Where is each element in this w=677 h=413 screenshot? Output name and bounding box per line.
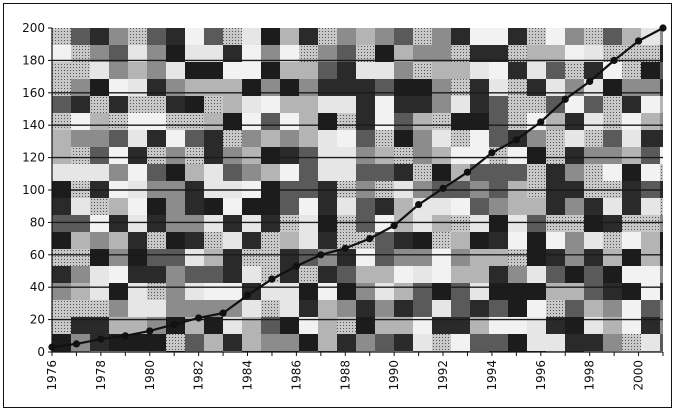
data-point [610,56,618,64]
y-tick-label: 0 [37,345,45,359]
data-point [586,77,594,86]
data-point [537,118,545,126]
x-axis-ticks: 1976 1978 1980 1982 1984 1986 1988 1990 1992 1994… [45,352,664,391]
y-tick-label: 80 [30,215,45,229]
data-point [121,332,129,340]
y-tick-label: 160 [22,86,45,100]
x-tick-label: 1976 [45,360,59,391]
x-tick-label: 1980 [143,360,157,391]
x-tick-label: 1996 [534,360,548,391]
y-tick-label: 20 [30,313,45,327]
y-tick-label: 60 [30,248,45,262]
data-point [292,262,300,270]
y-tick-label: 180 [22,53,45,67]
data-point [512,136,520,144]
data-point [97,335,105,343]
x-tick-label: 1982 [192,360,206,391]
y-axis-ticks: 0 20 40 60 80 100 120 140 160 180 200 [22,21,663,359]
data-point [170,320,178,329]
data-point [659,24,667,32]
data-point [48,343,56,351]
data-point [146,327,154,335]
data-point [317,251,325,259]
x-tick-label: 1994 [485,360,499,391]
data-point [341,244,349,252]
data-point [268,275,276,283]
data-point [219,309,227,317]
x-tick-label: 1978 [94,360,108,391]
data-point [439,184,447,192]
x-tick-label: 1984 [241,360,255,391]
chart-frame: 0 20 40 60 80 100 120 140 160 180 200 1976 1978 1980… [3,3,672,408]
data-point [463,168,472,176]
plot-area-texture [52,28,663,352]
data-point [488,149,496,157]
x-tick-label: 1998 [583,360,597,391]
data-point [561,95,569,103]
data-point [72,340,81,348]
data-point [366,235,374,243]
y-tick-label: 100 [22,183,45,197]
data-point [634,37,643,45]
x-tick-label: 1988 [338,360,352,391]
line-chart: 0 20 40 60 80 100 120 140 160 180 200 1976 1978 1980… [22,21,667,391]
gridlines [52,59,663,321]
data-point [390,222,398,230]
x-tick-label: 2000 [632,360,646,391]
series [48,24,667,351]
y-tick-label: 200 [22,21,45,35]
y-tick-label: 120 [22,151,45,165]
x-tick-label: 1990 [387,360,401,391]
data-point [195,314,203,322]
data-point [415,200,423,209]
series-line [51,27,664,349]
y-tick-label: 140 [22,118,45,132]
x-tick-label: 1992 [436,360,450,391]
data-point [243,291,252,299]
x-tick-label: 1986 [289,360,303,391]
y-tick-label: 40 [30,280,45,294]
